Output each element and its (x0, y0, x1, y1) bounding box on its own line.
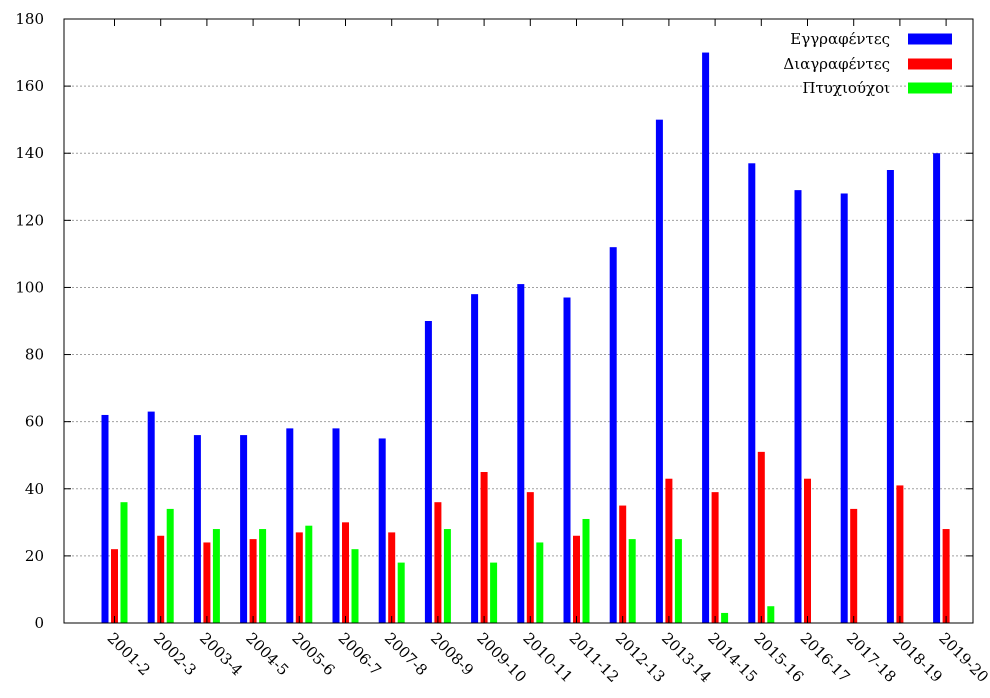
bar-removed (157, 535, 165, 623)
bar-enrolled (332, 428, 340, 623)
x-tick-label: 2004-5 (242, 629, 292, 679)
y-axis-ticks: 0 20 40 60 80 100 120 140 160 180 (15, 10, 973, 632)
bar-graduates (397, 562, 405, 623)
x-tick-label: 2006-7 (335, 629, 385, 679)
x-tick-label: 2001-2 (104, 629, 154, 679)
bar-removed (850, 508, 858, 623)
bar-graduates (166, 508, 174, 623)
bar-removed (619, 505, 627, 623)
x-tick-label: 2013-14 (658, 629, 715, 686)
bar-removed (203, 542, 211, 623)
bar-graduates (212, 529, 220, 623)
x-tick-label: 2019-20 (935, 629, 990, 686)
y-tick-label: 20 (25, 547, 44, 565)
x-tick-label: 2018-19 (889, 629, 946, 686)
bar-graduates (721, 612, 729, 623)
bar-removed (942, 529, 950, 623)
plot-frame (63, 18, 974, 624)
y-tick-label: 0 (34, 614, 44, 632)
legend-swatch (908, 33, 952, 45)
y-tick-label: 140 (15, 144, 44, 162)
bar-enrolled (240, 435, 248, 623)
bar-enrolled (840, 193, 848, 623)
y-tick-label: 100 (15, 278, 44, 296)
bar-removed (249, 539, 257, 623)
bar-enrolled (286, 428, 294, 623)
bar-removed (295, 532, 303, 623)
bar-removed (665, 478, 673, 623)
x-tick-label: 2002-3 (150, 629, 200, 679)
bar-removed (896, 485, 904, 623)
x-tick-label: 2015-16 (750, 629, 807, 686)
grid-lines (64, 85, 973, 557)
bar-removed (804, 478, 811, 623)
legend-swatch (908, 82, 952, 94)
bar-removed (434, 502, 442, 623)
bar-removed (111, 549, 118, 623)
bar-removed (526, 492, 534, 623)
x-tick-label: 2009-10 (473, 629, 530, 686)
y-tick-label: 160 (15, 77, 44, 95)
bar-enrolled (471, 294, 479, 623)
x-tick-label: 2011-12 (566, 629, 623, 686)
legend-label: Εγγραφέντες (790, 30, 890, 48)
bar-enrolled (886, 170, 894, 623)
legend-label: Πτυχιούχοι (802, 79, 890, 97)
y-tick-label: 180 (15, 10, 44, 28)
bar-graduates (582, 518, 590, 623)
bar-enrolled (147, 411, 155, 623)
bars (101, 52, 950, 624)
bar-enrolled (702, 52, 710, 624)
x-tick-label: 2007-8 (381, 629, 431, 679)
bar-graduates (120, 502, 128, 623)
bar-enrolled (563, 297, 571, 623)
bar-removed (480, 472, 488, 623)
bar-enrolled (424, 321, 432, 623)
bar-enrolled (517, 284, 525, 623)
bar-graduates (536, 542, 544, 623)
x-tick-label: 2014-15 (704, 629, 761, 686)
x-tick-label: 2008-9 (427, 629, 477, 679)
bar-enrolled (101, 414, 109, 623)
bar-graduates (767, 606, 775, 623)
bar-removed (711, 492, 719, 623)
x-tick-label: 2003-4 (196, 629, 246, 679)
bar-removed (388, 532, 396, 623)
bar-enrolled (748, 163, 756, 624)
bar-enrolled (933, 153, 941, 623)
y-tick-label: 80 (25, 346, 44, 364)
bar-graduates (674, 539, 682, 623)
bar-enrolled (794, 190, 802, 623)
bar-graduates (628, 539, 636, 623)
bar-enrolled (609, 247, 617, 623)
bar-graduates (490, 562, 498, 623)
bar-graduates (259, 529, 267, 623)
x-tick-label: 2005-6 (288, 629, 338, 679)
bar-removed (573, 535, 580, 623)
bar-removed (757, 451, 765, 623)
x-tick-label: 2012-13 (612, 629, 669, 686)
x-tick-label: 2016-17 (797, 629, 854, 686)
bar-graduates (443, 529, 451, 623)
legend: Εγγραφέντες Διαγραφέντες Πτυχιούχοι (783, 30, 952, 97)
legend-label: Διαγραφέντες (783, 55, 890, 73)
bar-enrolled (193, 435, 201, 623)
x-tick-label: 2010-11 (519, 629, 576, 686)
bar-enrolled (655, 119, 663, 624)
bar-graduates (305, 525, 313, 623)
y-tick-label: 40 (25, 480, 44, 498)
legend-swatch (908, 58, 952, 70)
y-tick-label: 120 (15, 211, 44, 229)
x-tick-label: 2017-18 (843, 629, 900, 686)
bar-enrolled (378, 438, 386, 623)
y-tick-label: 60 (25, 413, 44, 431)
bar-removed (342, 522, 349, 623)
bar-graduates (351, 549, 359, 623)
